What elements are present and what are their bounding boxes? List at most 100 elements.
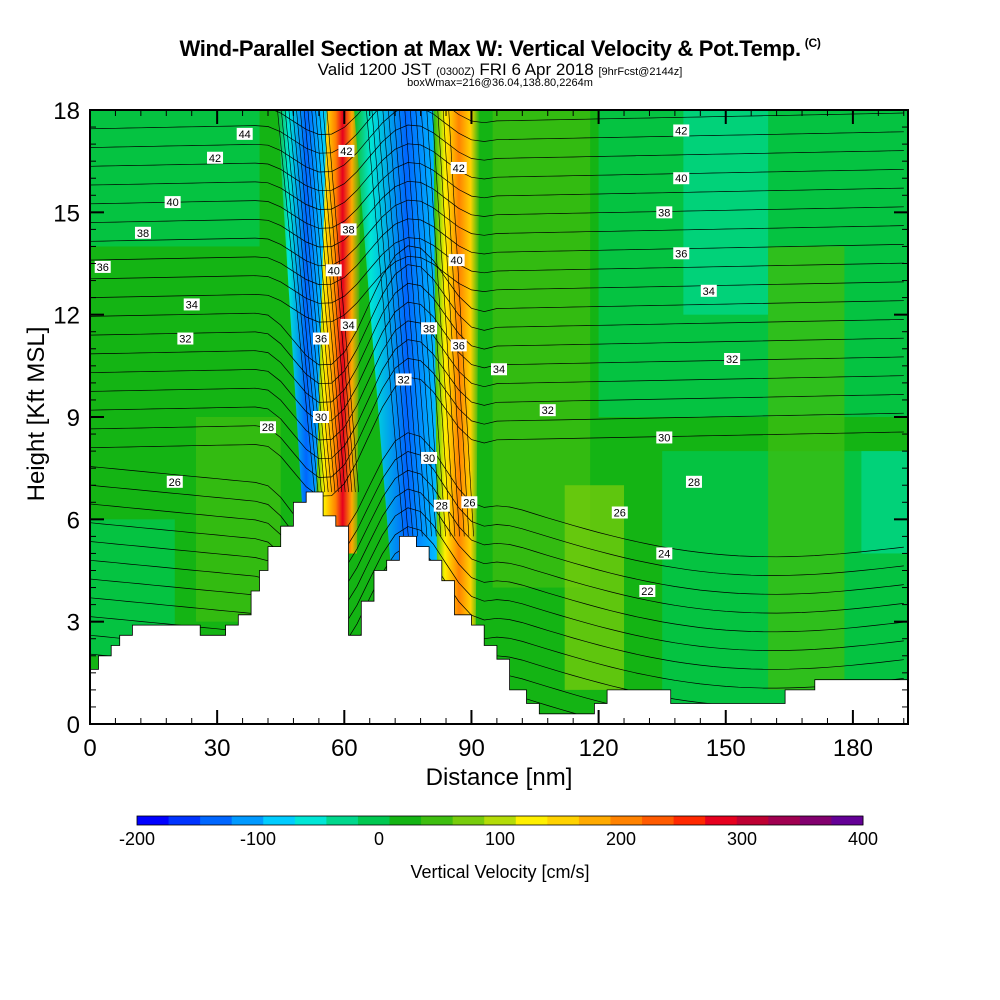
theta-contour [90,526,904,651]
contour-label-bg [433,499,450,512]
contour-label-text: 28 [262,422,274,434]
contour-label-text: 28 [436,501,448,513]
contour-label-text: 34 [342,320,354,332]
contour-label-text: 38 [658,207,670,219]
colorbar-swatch [515,816,548,825]
theta-contour [442,110,470,537]
contour-label-bg [134,226,151,239]
theta-contour [90,376,904,497]
contour-label-bg [312,411,329,423]
theta-contour [277,110,315,493]
theta-contour [90,237,904,304]
colorbar-swatch [389,816,422,825]
contour-label-bg [421,451,438,464]
contour-label: 28 [685,475,702,489]
colorbar-swatch [231,816,264,825]
x-tick-label: 30 [204,735,231,762]
contour-label-bg [94,260,111,273]
contour-label-text: 32 [542,405,554,417]
contour-label: 22 [639,584,656,598]
contour-label: 30 [312,411,329,424]
contour-label-text: 30 [423,453,435,465]
theta-contour [322,110,356,493]
terrain [89,491,909,725]
contour-label: 40 [448,254,465,267]
contour-label-bg [340,318,357,331]
contour-label-text: 38 [342,224,354,236]
theta-contour [303,110,339,493]
contour-label: 38 [656,206,673,219]
y-tick-label: 15 [53,200,80,227]
colorbar-swatch [642,816,675,825]
contour-label: 34 [700,284,717,298]
theta-contour [90,255,904,323]
x-tick-label: 0 [83,735,96,762]
contour-label: 40 [325,264,342,277]
contour-label: 36 [312,332,329,346]
colorbar-swatch [547,816,580,825]
contour-label-text: 42 [675,125,687,137]
contour-label: 40 [164,196,181,209]
contour-label-text: 40 [328,265,340,277]
colorbar-tick-label: 200 [606,829,636,849]
contour-label: 32 [395,373,412,386]
contour-label-bg [448,254,465,267]
contour-label-text: 24 [658,548,670,560]
y-tick-label: 18 [53,98,80,125]
contour-label: 42 [207,151,224,165]
contour-label-text: 30 [658,432,670,444]
contour-label-text: 40 [675,173,687,185]
theta-contour [426,110,456,537]
theta-contour [377,110,414,537]
contour-label-bg [656,206,673,219]
theta-contour [292,110,329,493]
theta-contour [90,469,904,595]
colorbar-swatch [200,816,233,825]
colorbar-swatch [484,816,517,825]
contour-label-text: 34 [493,364,505,376]
colorbar-swatch [168,816,201,825]
theta-contour [90,264,904,385]
theta-contour [90,432,904,558]
theta-contour [307,110,343,493]
contour-label: 24 [656,547,673,560]
colorbar-swatch [294,816,327,825]
contour-label-bg [673,172,690,185]
contour-label: 38 [340,223,357,236]
contour-label: 36 [673,247,690,260]
contour-label-text: 40 [167,197,179,209]
contour-label: 36 [94,260,111,274]
contour-label-bg [338,144,355,157]
theta-contour [326,110,360,493]
colorbar-swatch [610,816,643,825]
colorbar: -200 -100 0 100 200 300 400 [119,815,878,849]
x-tick-label: 180 [833,735,873,762]
theta-contour [90,162,904,229]
colorbar-swatch [421,816,454,825]
theta-contour [90,563,904,689]
contour-label: 34 [183,298,200,311]
contour-label-text: 36 [97,262,109,274]
contour-label-bg [656,431,673,444]
colorbar-tick-label: -100 [240,829,276,849]
y-tick-label: 3 [67,610,80,637]
field-patch [861,451,908,554]
contour-label-text: 34 [186,299,198,311]
contour-label-bg [656,547,673,560]
colorbar-swatch [137,816,170,825]
contour-label: 32 [539,404,556,417]
theta-contour [280,110,319,493]
contour-label-text: 32 [726,354,738,366]
contour-label: 42 [450,161,467,175]
theta-contour [90,544,904,670]
contour-label-bg [450,339,467,352]
theta-contour [90,320,904,441]
colorbar-swatch [578,816,611,825]
y-tick-label: 0 [67,712,80,739]
contour-label-bg [639,584,656,597]
theta-contour [437,110,465,537]
colorbar-swatch [263,816,296,825]
theta-contour [90,110,904,173]
contour-label: 38 [421,322,438,335]
